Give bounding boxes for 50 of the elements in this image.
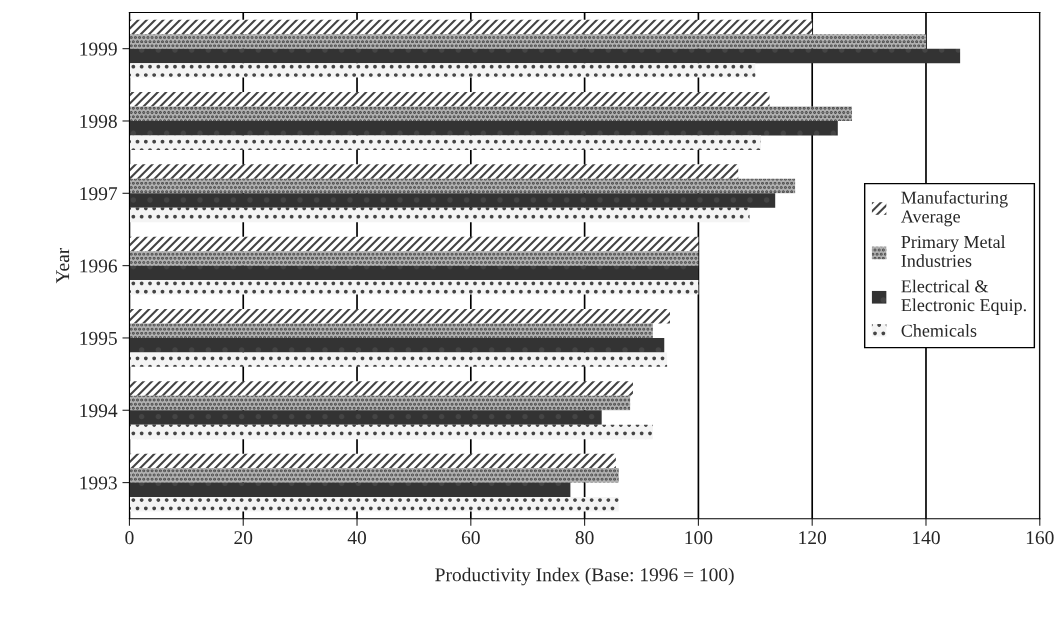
bar <box>129 236 699 252</box>
bar <box>129 251 699 266</box>
bar <box>129 265 699 281</box>
bar <box>129 468 619 483</box>
bar <box>129 323 653 338</box>
bar <box>129 63 756 78</box>
x-tick-label: 100 <box>685 531 713 545</box>
bar <box>129 309 670 324</box>
y-axis-title: Year <box>56 247 70 284</box>
bar <box>129 48 961 64</box>
y-tick-label: 1993 <box>80 476 117 490</box>
legend-label: Chemicals <box>901 324 977 337</box>
bar <box>129 135 761 150</box>
x-tick-label: 0 <box>125 531 134 545</box>
x-tick-label: 80 <box>575 531 594 545</box>
y-tick-label: 1998 <box>80 114 117 128</box>
bar <box>129 120 838 136</box>
y-tick-label: 1999 <box>80 42 117 56</box>
bar <box>129 337 665 353</box>
bar <box>129 193 776 208</box>
legend-label: Primary Metal Industries <box>901 235 1006 267</box>
bar <box>129 34 926 49</box>
y-tick-label: 1995 <box>80 331 117 345</box>
legend-label: Electrical & Electronic Equip. <box>901 279 1026 315</box>
bar <box>129 352 668 367</box>
bar <box>129 178 796 194</box>
bar <box>129 280 699 295</box>
x-tick-label: 160 <box>1026 531 1054 545</box>
x-axis-title: Productivity Index (Base: 1996 = 100) <box>435 567 734 586</box>
bar <box>129 410 602 425</box>
y-tick-label: 1996 <box>80 259 118 273</box>
bar <box>129 164 739 179</box>
bar <box>129 381 633 396</box>
bar <box>129 453 616 469</box>
x-tick-label: 60 <box>461 531 480 545</box>
bar <box>129 92 770 107</box>
x-tick-label: 120 <box>799 531 827 545</box>
x-tick-label: 40 <box>347 531 367 545</box>
bar <box>129 497 619 512</box>
x-tick-label: 140 <box>913 531 940 545</box>
bar <box>129 207 750 223</box>
bar <box>129 19 813 35</box>
bar <box>129 395 631 411</box>
legend-label: Manufacturing Average <box>900 190 1008 227</box>
bar <box>129 106 853 121</box>
bar <box>129 424 653 440</box>
x-tick-label: 20 <box>234 531 253 545</box>
y-tick-label: 1997 <box>80 187 118 201</box>
bar <box>129 482 571 498</box>
y-tick-label: 1994 <box>80 404 118 418</box>
